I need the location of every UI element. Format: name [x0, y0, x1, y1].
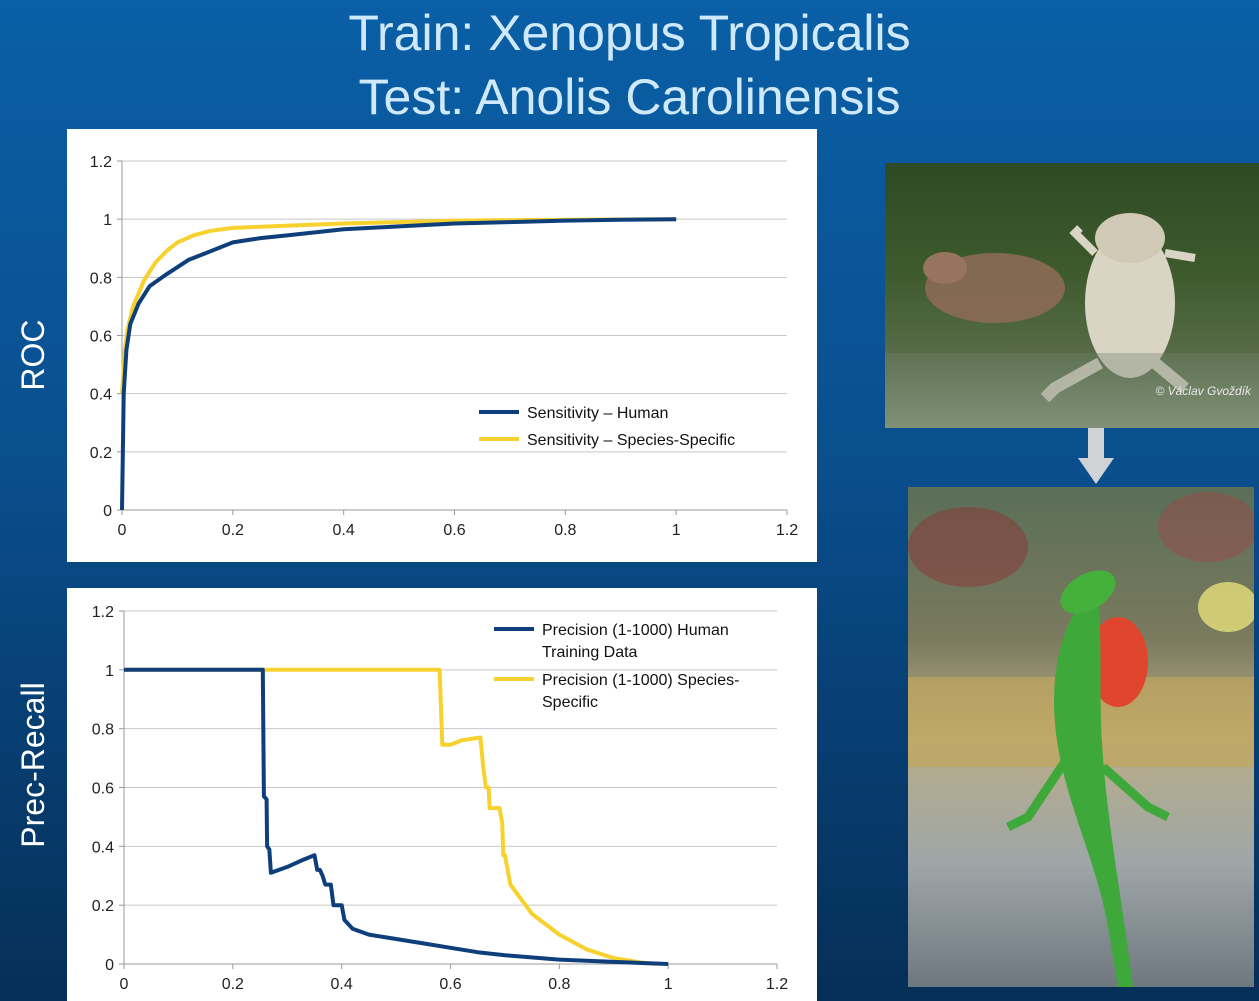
roc-chart: 0 0.2 0.4 0.6 0.8 1 1.2 0 0.2 0.4 0.6 0.8 1 1.2 Sensit…: [90, 154, 798, 539]
y-tick-label: 1.2: [90, 154, 112, 171]
x-tick-label: 0.8: [554, 522, 576, 539]
photo-credit: © Václav Gvoždík: [1155, 384, 1251, 398]
series-line-species-specific: [120, 217, 677, 394]
y-tick-label: 0.6: [90, 329, 112, 346]
x-tick-label: 0.6: [439, 976, 461, 993]
y-tick-label: 0: [105, 957, 114, 974]
y-tick-label: 0: [103, 503, 112, 520]
y-tick-label: 1: [105, 663, 114, 680]
legend-label: Precision (1-1000) Human: [542, 622, 729, 639]
x-tick-label: 0.8: [548, 976, 570, 993]
y-tick-label: 0.8: [90, 270, 112, 287]
legend-label: Precision (1-1000) Species-: [542, 672, 739, 689]
slide-title-line1: Train: Xenopus Tropicalis: [348, 5, 911, 61]
series-line-human: [120, 217, 677, 511]
y-tick-label: 1.2: [92, 604, 114, 621]
roc-side-label: ROC: [15, 319, 51, 391]
x-tick-label: 1: [664, 976, 673, 993]
y-tick-label: 0.2: [92, 898, 114, 915]
y-tick-label: 1: [103, 212, 112, 229]
series-line-human: [124, 667, 669, 966]
x-tick-label: 0.4: [333, 522, 355, 539]
x-tick-label: 0: [120, 976, 129, 993]
lizard-photo: [908, 487, 1254, 987]
x-tick-label: 0.4: [331, 976, 353, 993]
legend-label: Sensitivity – Species-Specific: [527, 432, 735, 449]
y-tick-label: 0.4: [90, 387, 112, 404]
slide-title-line2: Test: Anolis Carolinensis: [358, 69, 901, 125]
y-tick-label: 0.6: [92, 781, 114, 798]
series-line-species-specific: [124, 667, 658, 966]
y-tick-label: 0.2: [90, 445, 112, 462]
x-tick-label: 0.6: [443, 522, 465, 539]
x-tick-label: 1: [672, 522, 681, 539]
x-tick-label: 0.2: [222, 976, 244, 993]
x-tick-label: 0: [118, 522, 127, 539]
legend-label: Sensitivity – Human: [527, 405, 668, 422]
precision-recall-chart: 0 0.2 0.4 0.6 0.8 1 1.2 0 0.2 0.4 0.6 0.8 1 1.2 Precis…: [92, 604, 788, 993]
frog-photo: © Václav Gvoždík: [885, 163, 1259, 428]
y-tick-label: 0.8: [92, 722, 114, 739]
x-tick-label: 0.2: [222, 522, 244, 539]
y-tick-label: 0.4: [92, 839, 114, 856]
prec-recall-side-label: Prec-Recall: [15, 682, 51, 848]
legend-label: Specific: [542, 694, 598, 711]
arrow-down-icon: [1078, 428, 1114, 484]
roc-chart-panel: 0 0.2 0.4 0.6 0.8 1 1.2 0 0.2 0.4 0.6 0.8 1 1.2 Sensit…: [67, 129, 817, 562]
legend-label: Training Data: [542, 644, 638, 661]
x-tick-label: 1.2: [766, 976, 788, 993]
x-tick-label: 1.2: [776, 522, 798, 539]
precision-recall-chart-panel: 0 0.2 0.4 0.6 0.8 1 1.2 0 0.2 0.4 0.6 0.8 1 1.2 Precis…: [67, 588, 817, 1001]
